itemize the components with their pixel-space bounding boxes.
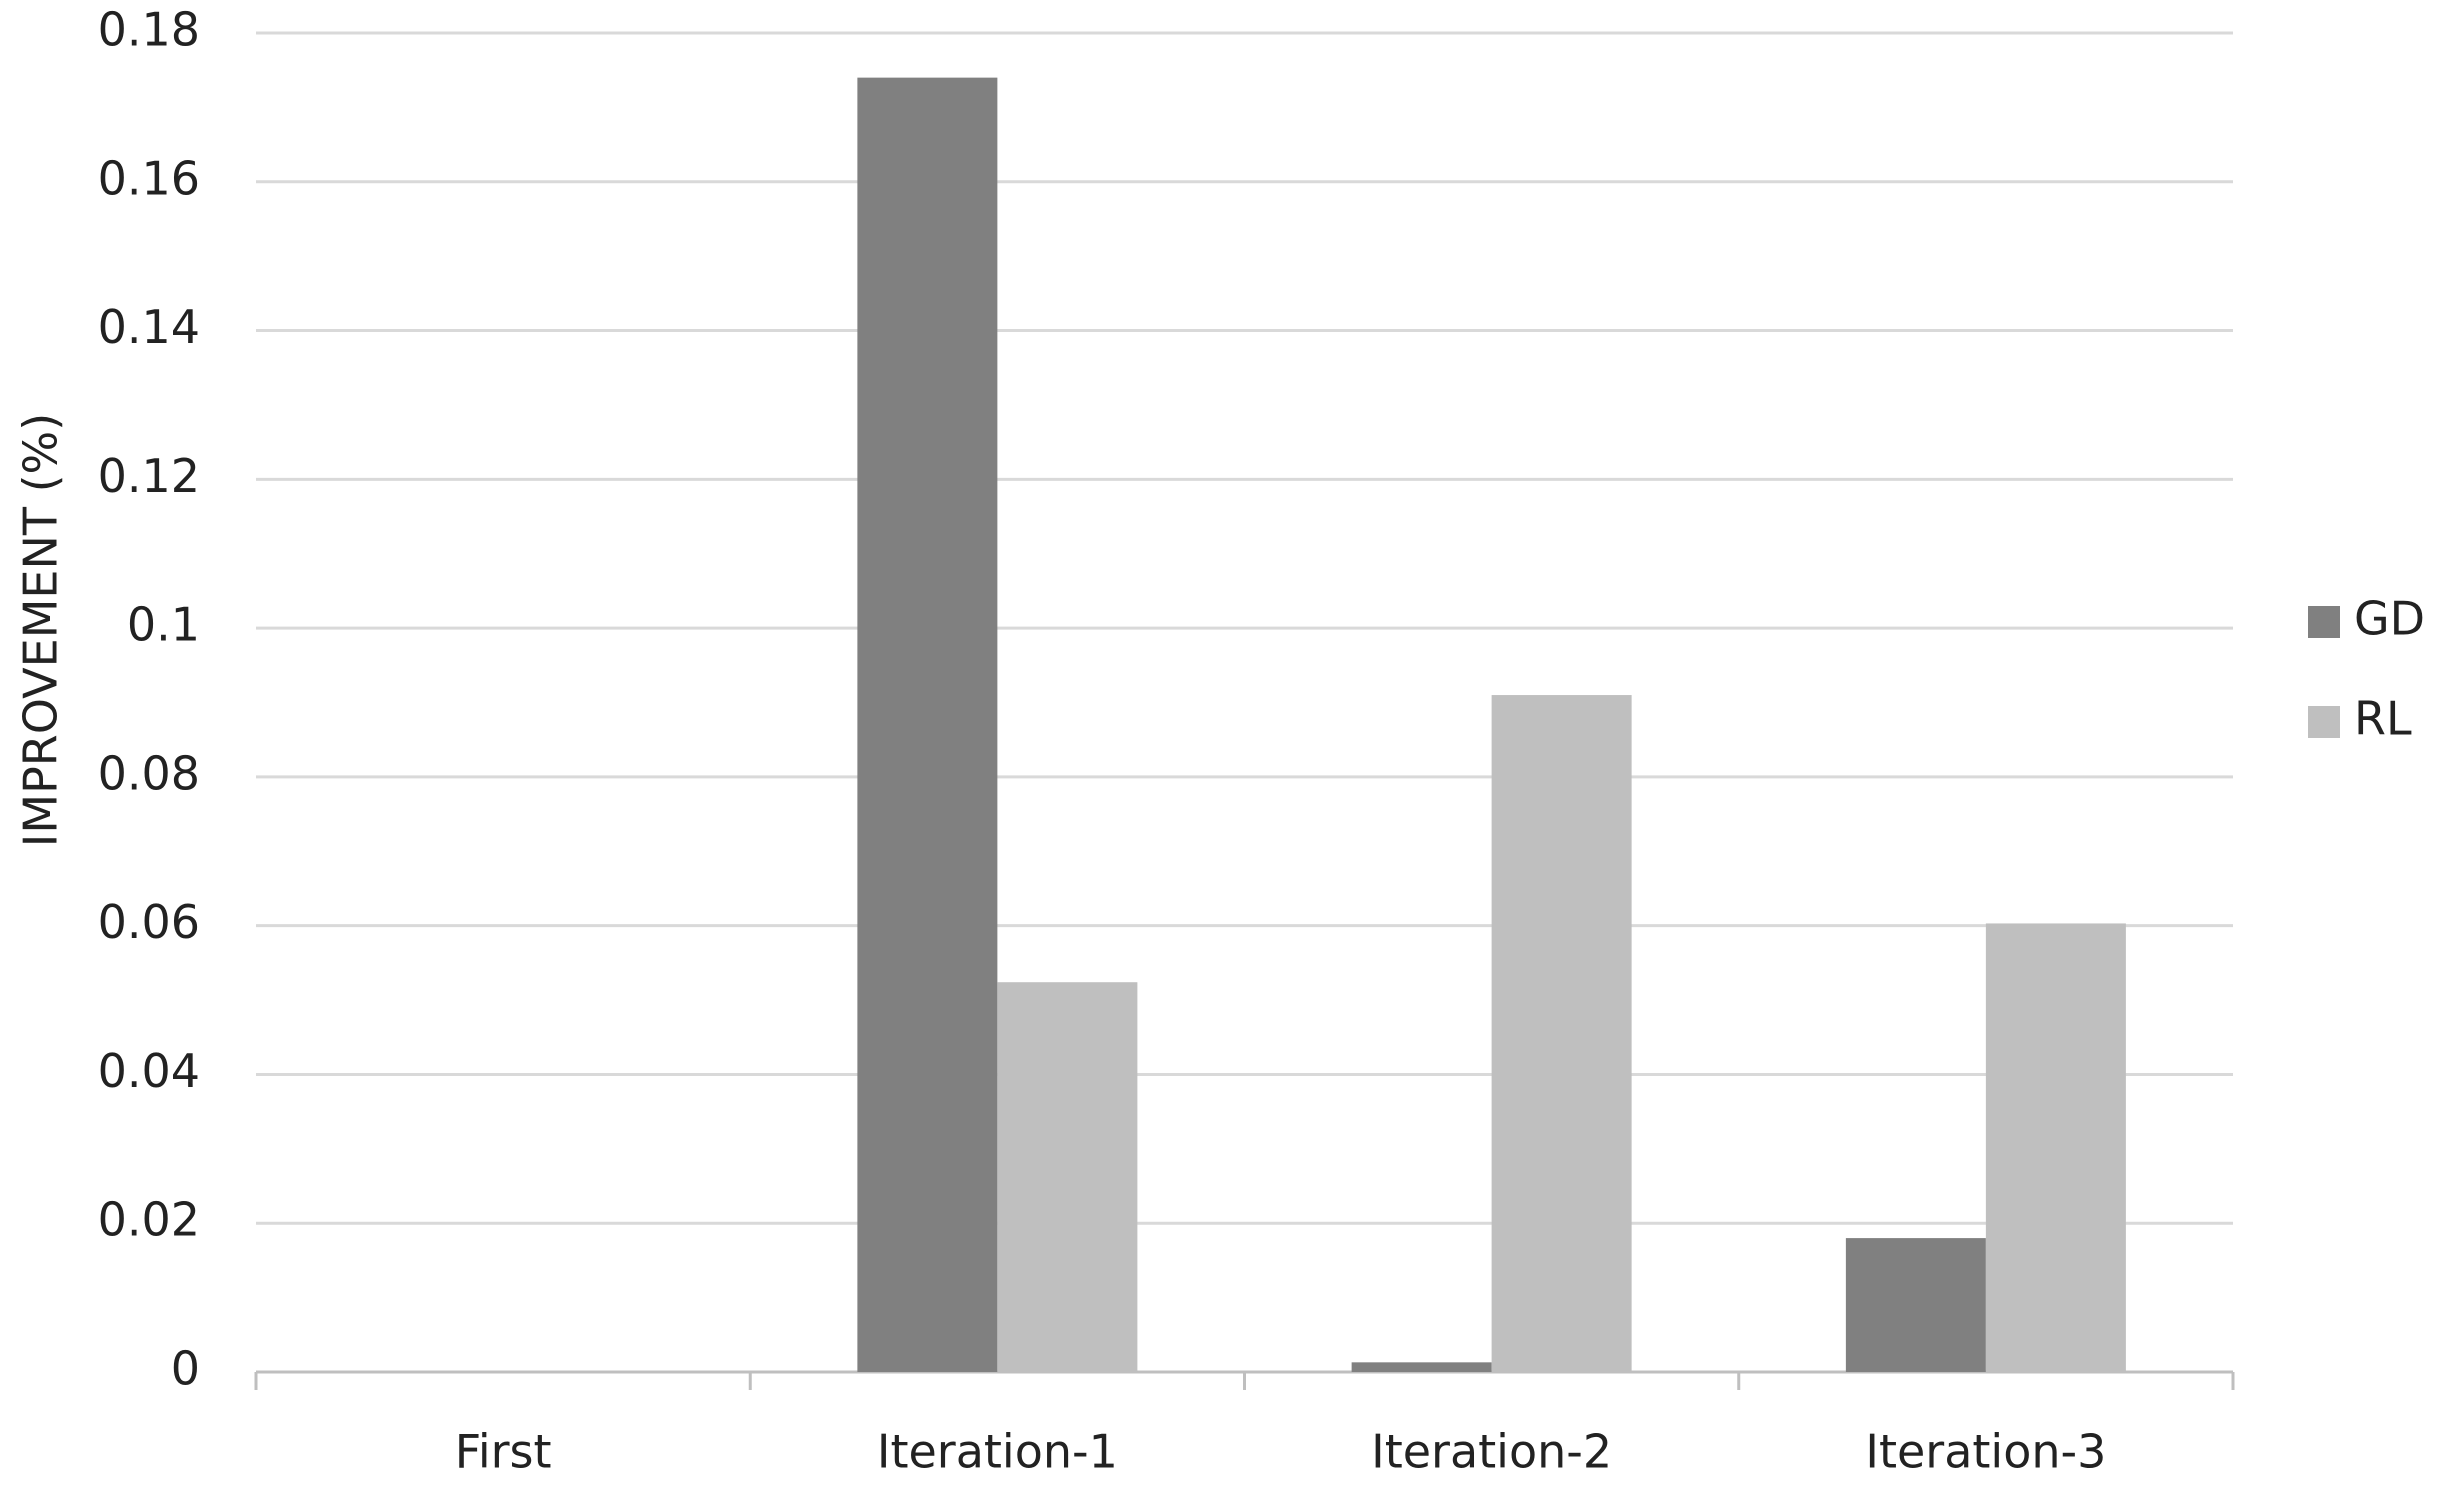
legend-label: GD [2354,592,2425,646]
bar [1351,1362,1492,1372]
bar [1845,1238,1986,1372]
legend-swatch [2308,606,2340,638]
legend-swatch [2308,706,2340,738]
y-tick-label: 0.06 [98,895,200,949]
bar [1985,923,2126,1372]
x-tick-label: Iteration-1 [877,1425,1118,1479]
legend-label: RL [2354,692,2412,746]
bar [1491,695,1632,1372]
y-tick-label: 0.14 [98,300,200,354]
y-tick-label: 0.16 [98,151,200,205]
y-tick-label: 0 [171,1342,200,1396]
bar [857,77,998,1373]
x-tick-label: Iteration-2 [1371,1425,1612,1479]
x-tick-label: First [455,1425,552,1479]
y-tick-label: 0.1 [127,598,200,652]
y-tick-label: 0.04 [98,1044,200,1098]
bar [997,982,1138,1372]
x-tick-label: Iteration-3 [1865,1425,2106,1479]
y-tick-label: 0.08 [98,746,200,800]
y-tick-label: 0.18 [98,3,200,57]
y-axis-label: IMPROVEMENT (%) [14,413,68,847]
y-tick-label: 0.12 [98,449,200,503]
y-tick-label: 0.02 [98,1193,200,1247]
